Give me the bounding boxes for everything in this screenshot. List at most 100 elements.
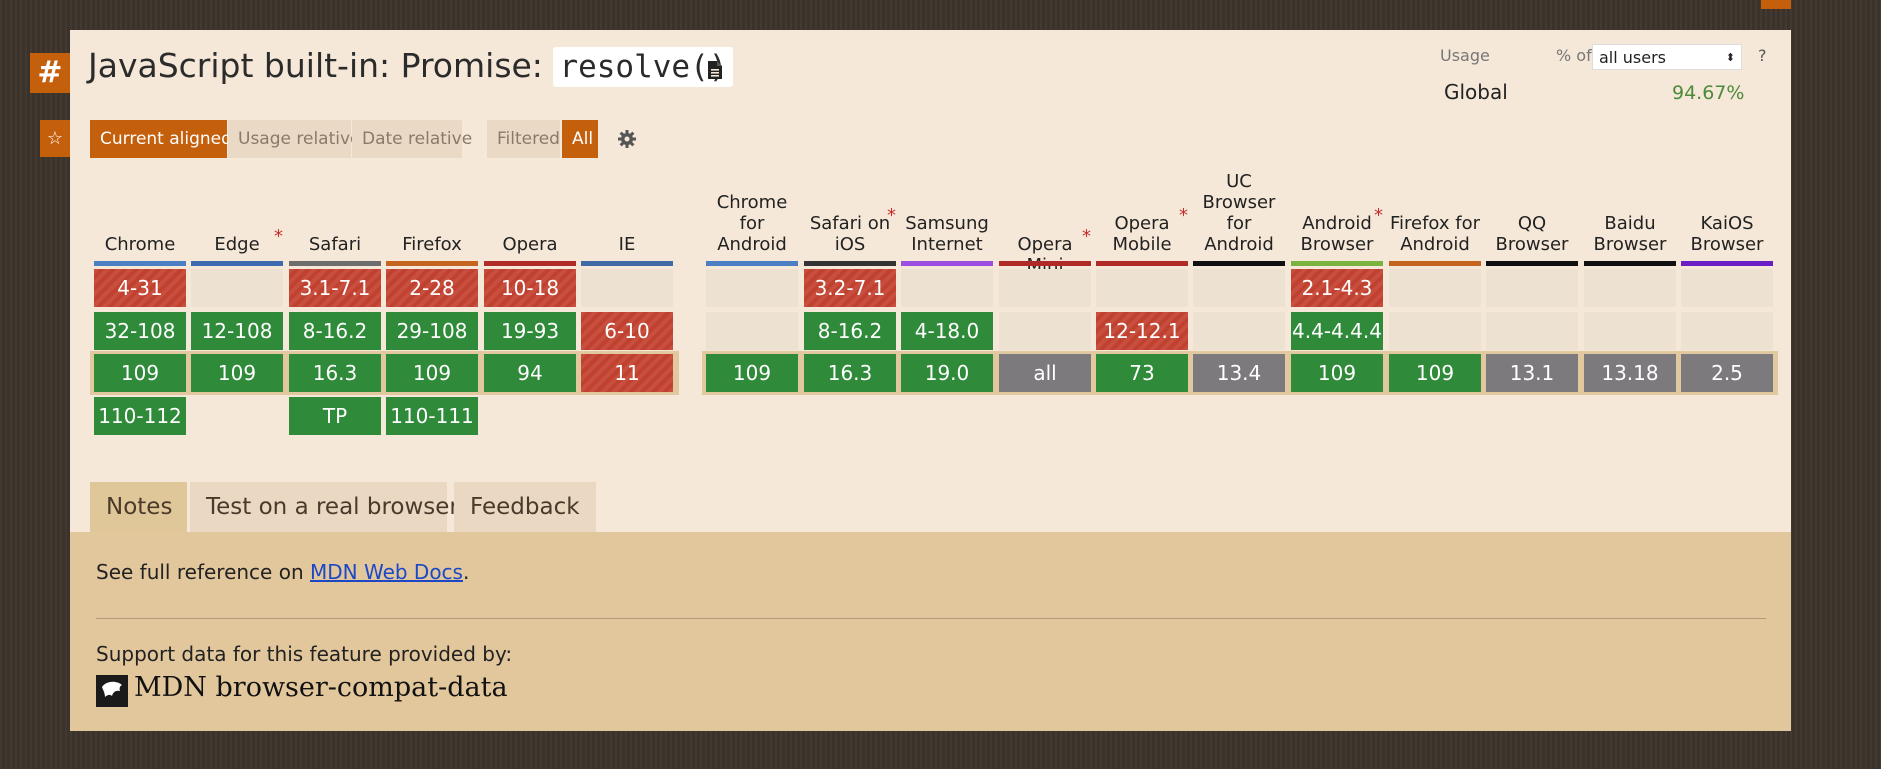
select-arrows-icon: ⬍ bbox=[1725, 51, 1735, 64]
usage-relative-button[interactable]: Usage relative bbox=[228, 120, 361, 158]
support-cell[interactable] bbox=[1096, 269, 1188, 307]
support-cell[interactable] bbox=[1486, 312, 1578, 350]
col-header-baidu-browser[interactable]: Baidu Browser bbox=[1584, 213, 1676, 255]
support-cell[interactable]: all bbox=[999, 354, 1091, 392]
support-cell[interactable]: 109 bbox=[386, 354, 478, 392]
support-cell[interactable]: 4-18.0 bbox=[901, 312, 993, 350]
col-header-label: KaiOS Browser bbox=[1690, 213, 1764, 255]
col-header-safari-on-ios[interactable]: Safari on iOS * bbox=[804, 205, 896, 255]
col-header-android-browser[interactable]: Android Browser * bbox=[1291, 205, 1383, 255]
support-cell[interactable]: 3.2-7.1 bbox=[804, 269, 896, 307]
support-cell[interactable]: 19.0 bbox=[901, 354, 993, 392]
date-relative-button[interactable]: Date relative bbox=[352, 120, 472, 158]
support-cell[interactable]: 13.4 bbox=[1193, 354, 1285, 392]
tab-test-real-browser[interactable]: Test on a real browser bbox=[190, 482, 459, 532]
support-cell[interactable]: 110-111 bbox=[386, 397, 478, 435]
support-cell[interactable]: 29-108 bbox=[386, 312, 478, 350]
col-header-chrome[interactable]: Chrome bbox=[94, 234, 186, 255]
support-cell[interactable]: 73 bbox=[1096, 354, 1188, 392]
col-header-firefox-for-android[interactable]: Firefox for Android bbox=[1389, 213, 1481, 255]
support-cell[interactable]: 109 bbox=[1389, 354, 1481, 392]
support-cell[interactable]: 12-12.1 bbox=[1096, 312, 1188, 350]
support-cell[interactable]: 109 bbox=[94, 354, 186, 392]
support-cell[interactable]: 16.3 bbox=[804, 354, 896, 392]
support-cell[interactable]: 8-16.2 bbox=[289, 312, 381, 350]
note-reference: See full reference on MDN Web Docs. bbox=[96, 560, 470, 584]
permalink-hash-button[interactable]: # bbox=[30, 53, 70, 93]
support-cell[interactable]: 4.4-4.4.4 bbox=[1291, 312, 1383, 350]
col-color-bar bbox=[484, 261, 576, 266]
col-header-label: Safari on iOS bbox=[809, 213, 891, 255]
support-cell[interactable] bbox=[1389, 312, 1481, 350]
support-cell[interactable]: 2.5 bbox=[1681, 354, 1773, 392]
support-cell[interactable]: 19-93 bbox=[484, 312, 576, 350]
col-header-kaios-browser[interactable]: KaiOS Browser bbox=[1681, 213, 1773, 255]
settings-gear-icon[interactable] bbox=[617, 129, 637, 149]
support-cell[interactable]: 4-31 bbox=[94, 269, 186, 307]
support-cell[interactable] bbox=[706, 312, 798, 350]
support-cell[interactable] bbox=[191, 269, 283, 307]
support-cell[interactable] bbox=[706, 269, 798, 307]
tab-feedback[interactable]: Feedback bbox=[454, 482, 596, 532]
mdn-logo-icon[interactable] bbox=[96, 675, 128, 707]
support-cell[interactable]: 32-108 bbox=[94, 312, 186, 350]
col-header-label: Chrome bbox=[104, 234, 176, 255]
col-header-ie[interactable]: IE bbox=[581, 234, 673, 255]
support-cell[interactable]: 109 bbox=[191, 354, 283, 392]
support-cell[interactable]: 94 bbox=[484, 354, 576, 392]
support-cell[interactable] bbox=[1584, 312, 1676, 350]
top-corner-tab[interactable] bbox=[1761, 0, 1791, 9]
col-header-uc-browser-for-android[interactable]: UC Browser for Android bbox=[1193, 171, 1285, 255]
col-header-edge[interactable]: Edge * bbox=[191, 226, 283, 255]
support-data-text: Support data for this feature provided b… bbox=[96, 642, 513, 666]
col-color-bar bbox=[1291, 261, 1383, 266]
support-cell[interactable]: 2.1-4.3 bbox=[1291, 269, 1383, 307]
support-cell[interactable] bbox=[1193, 269, 1285, 307]
title-prefix: JavaScript built-in: Promise: bbox=[88, 46, 543, 85]
tab-notes[interactable]: Notes bbox=[90, 482, 187, 532]
support-cell[interactable] bbox=[1486, 269, 1578, 307]
support-cell[interactable] bbox=[999, 312, 1091, 350]
support-cell[interactable]: 13.1 bbox=[1486, 354, 1578, 392]
usage-label: Usage bbox=[1440, 46, 1490, 65]
help-link[interactable]: ? bbox=[1758, 46, 1767, 65]
support-cell[interactable]: 109 bbox=[706, 354, 798, 392]
document-icon[interactable] bbox=[707, 60, 723, 80]
col-header-qq-browser[interactable]: QQ Browser bbox=[1486, 213, 1578, 255]
current-aligned-button[interactable]: Current aligned bbox=[90, 120, 232, 158]
support-cell[interactable]: 16.3 bbox=[289, 354, 381, 392]
all-button[interactable]: All bbox=[562, 120, 598, 158]
support-cell[interactable]: 110-112 bbox=[94, 397, 186, 435]
col-header-label: Edge bbox=[214, 234, 260, 255]
support-cell[interactable]: 109 bbox=[1291, 354, 1383, 392]
support-cell[interactable] bbox=[1681, 269, 1773, 307]
users-select[interactable]: all users ⬍ bbox=[1592, 44, 1742, 70]
support-cell[interactable] bbox=[1389, 269, 1481, 307]
col-header-opera[interactable]: Opera bbox=[484, 234, 576, 255]
mdn-bcd-link[interactable]: MDN browser-compat-data bbox=[134, 672, 508, 703]
support-cell[interactable] bbox=[999, 269, 1091, 307]
support-cell[interactable] bbox=[1584, 269, 1676, 307]
support-cell[interactable]: 10-18 bbox=[484, 269, 576, 307]
support-cell[interactable]: 11 bbox=[581, 354, 673, 392]
support-cell[interactable]: 2-28 bbox=[386, 269, 478, 307]
support-cell[interactable] bbox=[1193, 312, 1285, 350]
support-cell[interactable]: 6-10 bbox=[581, 312, 673, 350]
support-cell[interactable]: 12-108 bbox=[191, 312, 283, 350]
support-cell[interactable]: 3.1-7.1 bbox=[289, 269, 381, 307]
support-cell[interactable]: 8-16.2 bbox=[804, 312, 896, 350]
col-header-firefox[interactable]: Firefox bbox=[386, 234, 478, 255]
col-header-safari[interactable]: Safari bbox=[289, 234, 381, 255]
bookmark-star-button[interactable]: ☆ bbox=[40, 120, 70, 157]
filtered-button[interactable]: Filtered bbox=[487, 120, 560, 158]
mdn-docs-link[interactable]: MDN Web Docs bbox=[309, 560, 463, 584]
support-cell[interactable] bbox=[901, 269, 993, 307]
support-cell[interactable] bbox=[581, 269, 673, 307]
col-header-chrome-for-android[interactable]: Chrome for Android bbox=[706, 192, 798, 255]
col-header-samsung-internet[interactable]: Samsung Internet bbox=[901, 213, 993, 255]
col-header-opera-mobile[interactable]: Opera Mobile * bbox=[1096, 205, 1188, 255]
support-cell[interactable]: TP bbox=[289, 397, 381, 435]
col-header-label: Chrome for Android bbox=[716, 192, 788, 255]
support-cell[interactable] bbox=[1681, 312, 1773, 350]
support-cell[interactable]: 13.18 bbox=[1584, 354, 1676, 392]
